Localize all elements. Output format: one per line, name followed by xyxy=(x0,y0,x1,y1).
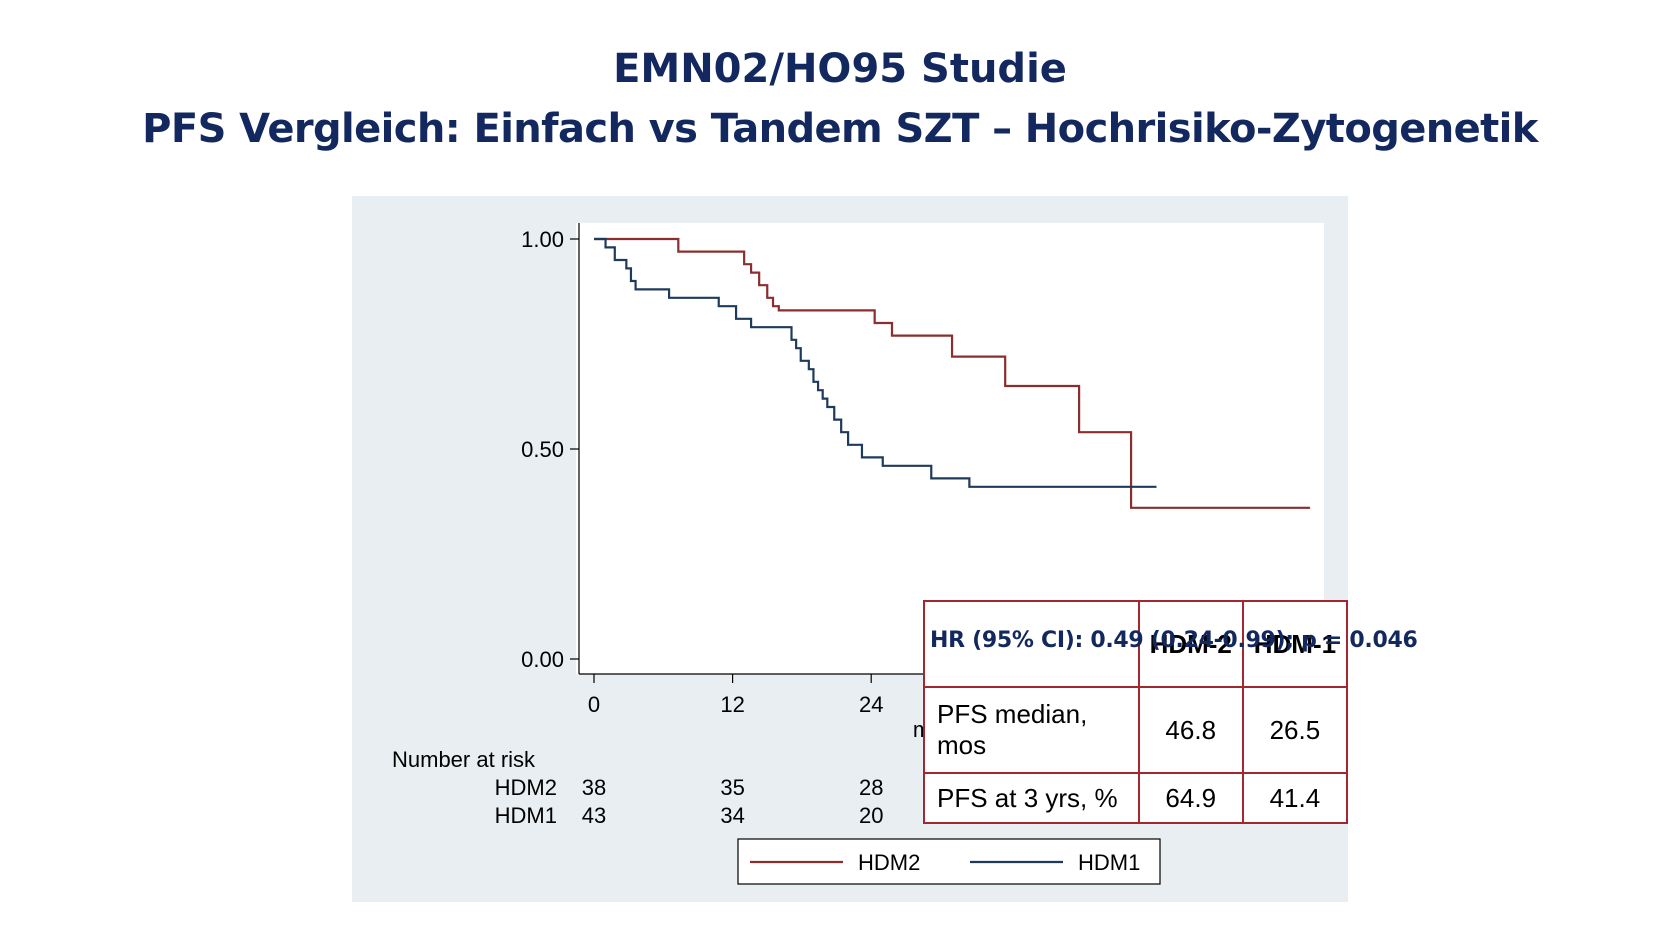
summary-row: PFS median, mos 46.8 26.5 xyxy=(923,686,1349,774)
legend-label: HDM2 xyxy=(858,850,920,875)
pfs-summary-table: HDM-2 HDM-1 PFS median, mos 46.8 26.5 PF… xyxy=(923,600,1349,824)
slide-title-line1: EMN02/HO95 Studie xyxy=(613,46,1067,92)
summary-corner-cell xyxy=(923,600,1140,688)
risk-table-value: 28 xyxy=(859,775,883,800)
x-tick-label: 12 xyxy=(720,692,744,717)
summary-col-header: HDM-2 xyxy=(1137,600,1244,688)
y-tick-label: 0.50 xyxy=(521,437,564,462)
km-curve-hdm2 xyxy=(594,237,1311,509)
km-chart: 0.000.501.0001224364860monthsNumber at r… xyxy=(392,223,1324,885)
risk-table-heading: Number at risk xyxy=(392,747,536,772)
summary-row-label: PFS median, mos xyxy=(923,686,1140,774)
summary-cell: 64.9 xyxy=(1137,772,1244,824)
summary-cell: 26.5 xyxy=(1241,686,1349,774)
y-tick-label: 1.00 xyxy=(521,227,564,252)
summary-cell: 46.8 xyxy=(1137,686,1244,774)
summary-row-label: PFS at 3 yrs, % xyxy=(923,772,1140,824)
summary-header-row: HDM-2 HDM-1 xyxy=(923,600,1349,688)
risk-table-value: 20 xyxy=(859,803,883,828)
slide-title-line2: PFS Vergleich: Einfach vs Tandem SZT – H… xyxy=(142,106,1538,152)
legend-label: HDM1 xyxy=(1078,850,1140,875)
chart-panel: 0.000.501.0001224364860monthsNumber at r… xyxy=(352,196,1349,902)
risk-table-value: 43 xyxy=(582,803,606,828)
summary-cell: 41.4 xyxy=(1241,772,1349,824)
risk-table-row-label: HDM2 xyxy=(495,775,557,800)
x-tick-label: 24 xyxy=(859,692,883,717)
risk-table-value: 34 xyxy=(720,803,744,828)
hazard-ratio-annotation: HR (95% CI): 0.49 (0.24-0.99); p = 0.046 xyxy=(930,628,1418,653)
summary-row: PFS at 3 yrs, % 64.9 41.4 xyxy=(923,772,1349,824)
x-tick-label: 0 xyxy=(588,692,600,717)
summary-col-header: HDM-1 xyxy=(1241,600,1349,688)
risk-table-value: 38 xyxy=(582,775,606,800)
km-curve-hdm1 xyxy=(594,237,1157,488)
y-tick-label: 0.00 xyxy=(521,647,564,672)
risk-table-value: 35 xyxy=(720,775,744,800)
risk-table-row-label: HDM1 xyxy=(495,803,557,828)
